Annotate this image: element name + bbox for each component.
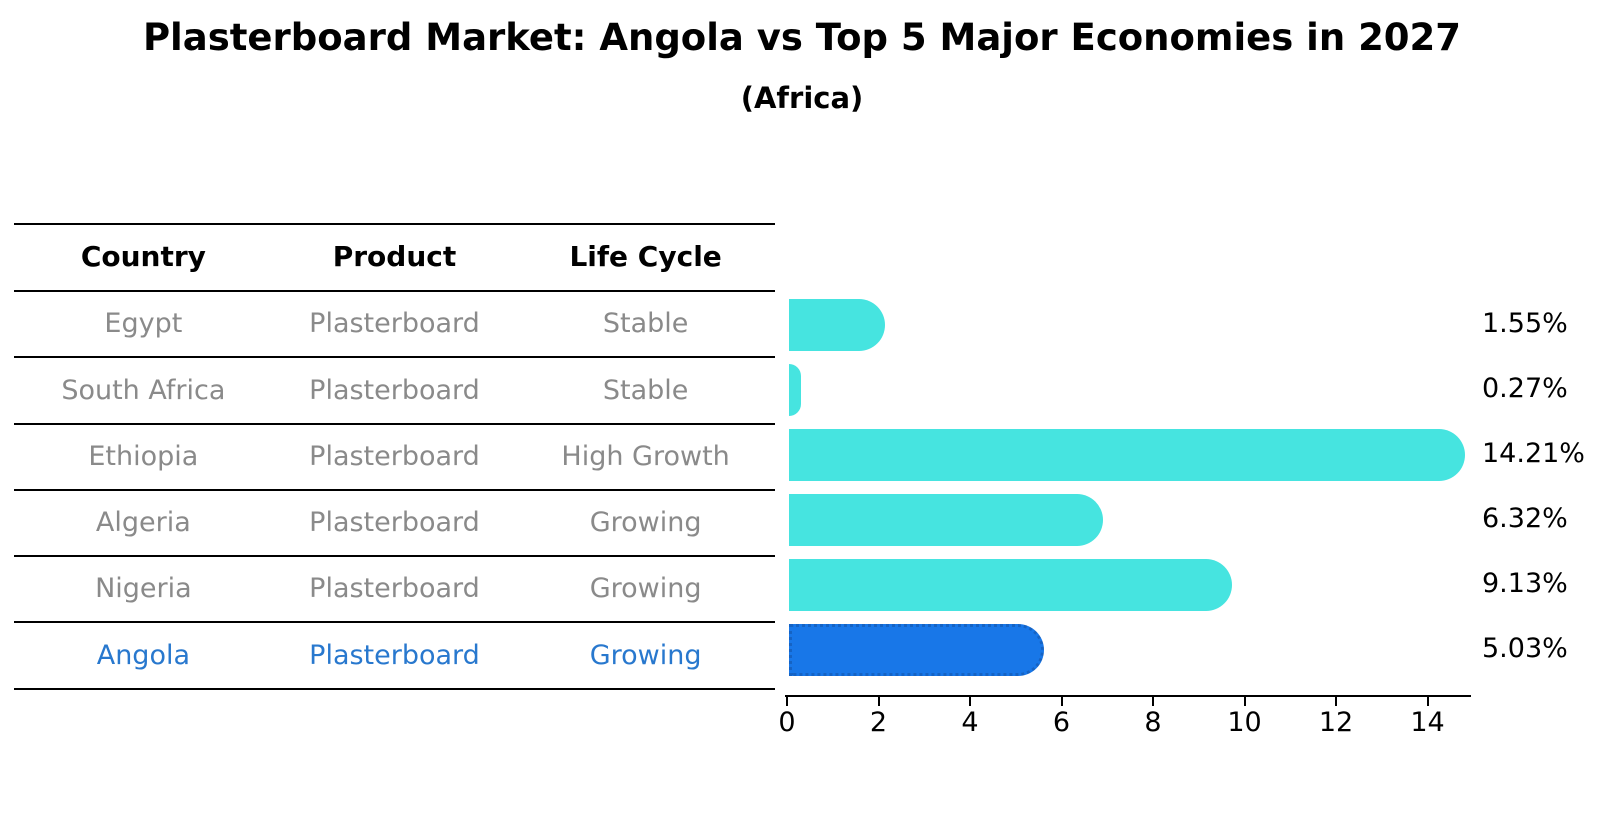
- cell-country: Angola: [96, 639, 191, 671]
- x-tick-label: 10: [1227, 707, 1262, 738]
- x-tick-label: 2: [869, 707, 888, 738]
- x-tick-label: 6: [1052, 707, 1071, 738]
- x-tick-label: 0: [778, 707, 796, 738]
- x-tick-label: 4: [961, 707, 979, 738]
- x-tick-mark: [1426, 697, 1429, 706]
- cell-product: Plasterboard: [309, 639, 480, 671]
- chart-title: Plasterboard Market: Angola vs Top 5 Maj…: [142, 16, 1462, 59]
- column-header-life-cycle: Life Cycle: [569, 240, 722, 274]
- bar: [789, 624, 1044, 676]
- cell-product: Plasterboard: [309, 374, 480, 406]
- cell-country: Ethiopia: [88, 440, 199, 472]
- bar-value-label: 14.21%: [1482, 438, 1585, 469]
- cell-country: Nigeria: [95, 573, 192, 605]
- x-tick-mark: [1243, 697, 1246, 706]
- x-tick-label: 8: [1144, 707, 1162, 738]
- column-header-country: Country: [80, 240, 206, 274]
- bar: [789, 494, 1103, 546]
- cell-product: Plasterboard: [309, 507, 480, 539]
- x-axis-line: [785, 695, 1471, 697]
- bar-value-label: 9.13%: [1482, 568, 1568, 599]
- cell-product: Plasterboard: [309, 573, 480, 605]
- bar: [789, 364, 801, 416]
- bar-value-label: 1.55%: [1482, 308, 1568, 339]
- bar-value-label: 0.27%: [1482, 373, 1568, 404]
- column-header-product: Product: [332, 240, 457, 274]
- x-tick-mark: [1335, 697, 1337, 706]
- table-row-highlighted: Angola Plasterboard Growing: [14, 623, 775, 690]
- table-row: Egypt Plasterboard Stable: [14, 292, 775, 359]
- table-row: Nigeria Plasterboard Growing: [14, 557, 775, 624]
- country-table: Country Product Life Cycle Egypt Plaster…: [14, 223, 775, 690]
- x-tick-label: 12: [1318, 707, 1354, 738]
- x-tick-mark: [1060, 697, 1063, 706]
- x-tick-mark: [1152, 697, 1154, 706]
- cell-country: South Africa: [61, 374, 226, 406]
- x-tick-mark: [877, 697, 880, 706]
- table-row: Ethiopia Plasterboard High Growth: [14, 425, 775, 491]
- x-tick-mark: [969, 697, 971, 706]
- bar-value-label: 5.03%: [1482, 633, 1568, 664]
- bar-value-label: 6.32%: [1482, 503, 1568, 534]
- bar: [789, 429, 1465, 481]
- cell-country: Egypt: [104, 308, 183, 340]
- x-tick-mark: [786, 697, 788, 706]
- cell-life-cycle: High Growth: [561, 440, 730, 472]
- x-tick-label: 14: [1410, 707, 1445, 738]
- cell-country: Algeria: [95, 507, 191, 539]
- table-header-row: Country Product Life Cycle: [14, 225, 775, 292]
- table-row: South Africa Plasterboard Stable: [14, 358, 775, 425]
- cell-life-cycle: Stable: [602, 374, 689, 406]
- cell-product: Plasterboard: [309, 308, 480, 340]
- table-row: Algeria Plasterboard Growing: [14, 491, 775, 558]
- cell-product: Plasterboard: [309, 440, 480, 472]
- cell-life-cycle: Growing: [589, 639, 702, 671]
- chart-subtitle: (Africa): [740, 81, 864, 115]
- cell-life-cycle: Growing: [589, 507, 702, 539]
- bar: [789, 299, 885, 351]
- cell-life-cycle: Stable: [602, 308, 689, 340]
- cell-life-cycle: Growing: [589, 573, 702, 605]
- bar: [789, 559, 1232, 611]
